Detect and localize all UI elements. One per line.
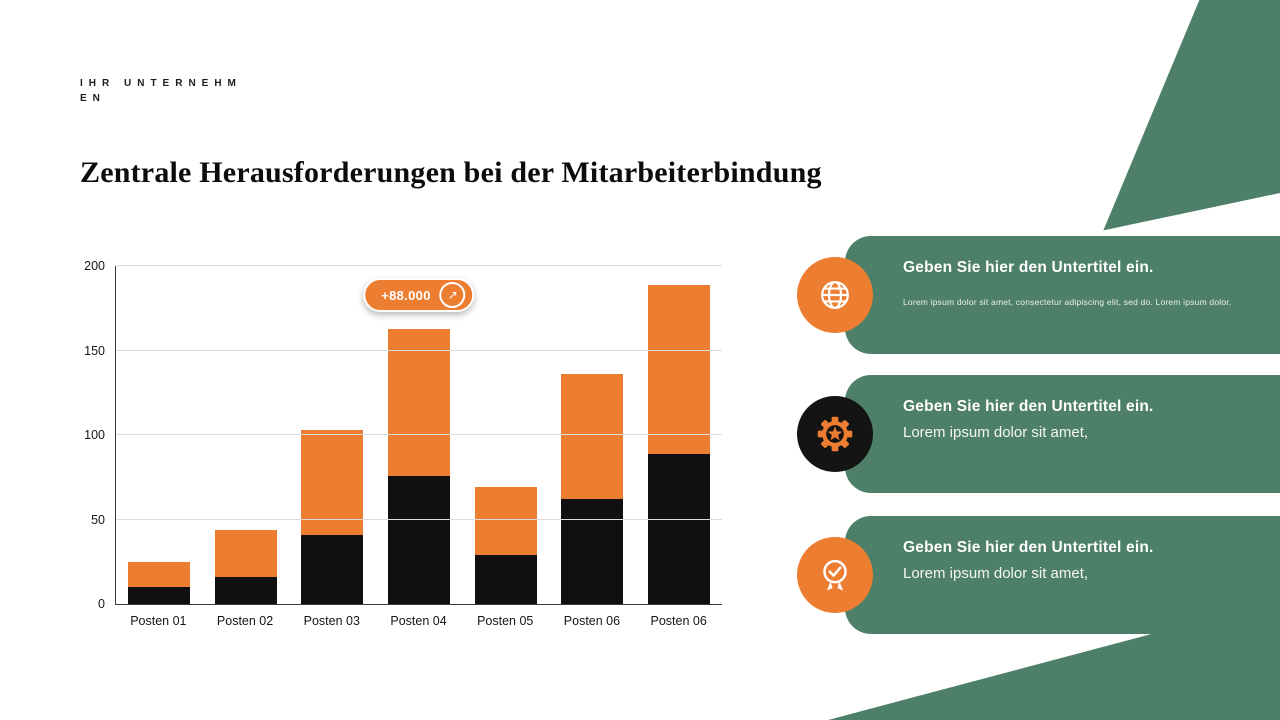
bar-segment-oberes-segment-orange [301, 429, 364, 535]
card-title: Geben Sie hier den Untertitel ein. [903, 539, 1154, 556]
gridline [116, 349, 722, 351]
y-tick-label: 100 [84, 428, 105, 442]
stacked-bar-5 [474, 266, 537, 604]
bar-cell [376, 266, 463, 604]
bar-segment-oberes-segment-orange [128, 561, 191, 588]
company-name-line1: IHR UNTERNEHM [80, 78, 242, 89]
stacked-bar-6 [561, 266, 624, 604]
card-title: Geben Sie hier den Untertitel ein. [903, 259, 1154, 276]
company-name: IHR UNTERNEHM EN [80, 76, 255, 106]
stacked-bar-1 [128, 266, 191, 604]
trend-up-arrow-icon: ↗ [439, 282, 466, 308]
card-title: Geben Sie hier den Untertitel ein. [903, 398, 1154, 415]
bar-segment-unteres-segment-schwarz [474, 555, 537, 604]
bar-cell [462, 266, 549, 604]
gear-star-icon [797, 396, 873, 472]
stacked-bar-4 [388, 266, 451, 604]
gridline [116, 518, 722, 520]
bar-segment-unteres-segment-schwarz [301, 534, 364, 604]
chart-plot-area: +88.000 ↗ 0 50 100 150 200 [84, 259, 722, 611]
info-card-3: Geben Sie hier den Untertitel ein. Lorem… [797, 516, 1280, 634]
stacked-bar-chart: +88.000 ↗ 0 50 100 150 200 Posten 01 Posten 0… [84, 259, 722, 628]
x-tick-label: Posten 06 [563, 614, 621, 628]
x-tick-label: Posten 03 [303, 614, 360, 628]
bar-segment-oberes-segment-orange [388, 328, 451, 476]
bar-cell [289, 266, 376, 604]
bar-cell [549, 266, 636, 604]
medal-check-icon [797, 537, 873, 613]
y-tick-label: 200 [84, 259, 105, 273]
info-card-2: Geben Sie hier den Untertitel ein. Lorem… [797, 375, 1280, 493]
slide-title: Zentrale Herausforderungen bei der Mitar… [80, 156, 822, 189]
stacked-bar-3 [301, 266, 364, 604]
chart-bars [116, 266, 722, 604]
globe-icon [797, 257, 873, 333]
bar-segment-unteres-segment-schwarz [214, 576, 277, 604]
chart-annotation-badge: +88.000 ↗ [363, 278, 475, 312]
bar-segment-oberes-segment-orange [647, 284, 710, 454]
bar-segment-oberes-segment-orange [561, 374, 624, 500]
arrow-glyph: ↗ [447, 288, 458, 302]
bar-cell [116, 266, 203, 604]
bar-segment-unteres-segment-schwarz [388, 475, 451, 604]
annotation-value: +88.000 [381, 287, 431, 303]
y-tick-label: 0 [98, 597, 105, 611]
bar-segment-unteres-segment-schwarz [647, 453, 710, 604]
card-body: Lorem ipsum dolor sit amet, [903, 424, 1089, 441]
company-name-line2: EN [80, 93, 106, 104]
bar-cell [203, 266, 290, 604]
bar-cell [635, 266, 722, 604]
y-tick-label: 50 [91, 512, 105, 527]
stacked-bar-2 [214, 266, 277, 604]
x-tick-label: Posten 04 [390, 614, 447, 628]
stacked-bar-7 [647, 266, 710, 604]
bar-segment-unteres-segment-schwarz [561, 499, 624, 604]
x-tick-label: Posten 05 [477, 614, 534, 628]
bar-segment-oberes-segment-orange [214, 529, 277, 577]
info-card-1: Geben Sie hier den Untertitel ein. Lorem… [797, 236, 1280, 354]
card-body: Lorem ipsum dolor sit amet, consectetur … [903, 297, 1232, 307]
bar-segment-oberes-segment-orange [474, 487, 537, 555]
card-body: Lorem ipsum dolor sit amet, [903, 565, 1089, 582]
x-axis-labels: Posten 01 Posten 02 Posten 03 Posten 04 Post… [115, 614, 722, 628]
x-tick-label: Posten 01 [130, 614, 187, 628]
gridline [116, 434, 722, 435]
gridline [116, 265, 722, 266]
bar-segment-unteres-segment-schwarz [128, 587, 191, 604]
y-tick-label: 150 [84, 343, 105, 358]
x-tick-label: Posten 02 [216, 614, 274, 628]
x-tick-label: Posten 06 [650, 614, 707, 628]
